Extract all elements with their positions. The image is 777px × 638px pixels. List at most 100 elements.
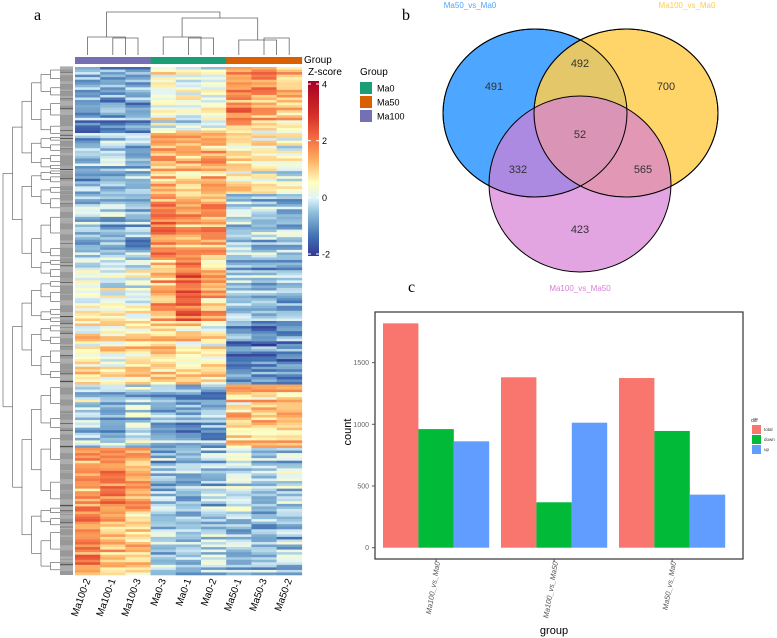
heatmap-cell	[175, 333, 202, 337]
heatmap-cell	[75, 298, 101, 301]
dendrogram-branch	[40, 283, 51, 298]
heatmap-cell	[150, 562, 177, 566]
heatmap-cell	[75, 145, 101, 149]
heatmap-cell	[150, 450, 177, 454]
heatmap-cell	[226, 407, 252, 411]
heatmap-cell	[175, 211, 202, 215]
heatmap-cell	[226, 125, 252, 129]
heatmap-cell	[125, 524, 151, 528]
heatmap-cell	[150, 72, 177, 75]
heatmap-cell	[201, 112, 227, 116]
heatmap-cell	[175, 196, 202, 200]
heatmap-cell	[175, 107, 202, 111]
heatmap-cell	[251, 323, 277, 327]
heatmap-cell	[125, 554, 151, 558]
heatmap-cell	[75, 539, 101, 543]
heatmap-cell	[175, 173, 202, 177]
heatmap-cell	[201, 392, 227, 395]
heatmap-cell	[175, 67, 202, 70]
heatmap-cell	[276, 526, 303, 530]
heatmap-cell	[276, 458, 303, 461]
heatmap-cell	[150, 171, 177, 174]
heatmap-cell	[100, 402, 126, 406]
heatmap-cell	[201, 153, 227, 157]
heatmap-cell	[251, 221, 277, 225]
heatmap-cell	[175, 234, 202, 238]
heatmap-cell	[75, 140, 101, 144]
heatmap-cell	[125, 232, 151, 235]
heatmap-cell	[251, 143, 277, 147]
heatmap-cell	[276, 402, 303, 406]
heatmap-cell	[125, 539, 151, 543]
heatmap-cell	[276, 473, 303, 477]
heatmap-cell	[226, 442, 252, 446]
heatmap-cell	[201, 166, 227, 169]
heatmap-cell	[276, 303, 303, 307]
heatmap-cell	[226, 402, 252, 406]
heatmap-cell	[276, 442, 303, 446]
heatmap-cell	[75, 224, 101, 228]
heatmap-cell	[75, 216, 101, 220]
heatmap-cell	[276, 191, 303, 195]
heatmap-cell	[201, 277, 227, 281]
heatmap-cell	[100, 549, 126, 553]
heatmap-cell	[100, 547, 126, 550]
dendrogram-branch	[50, 198, 60, 209]
heatmap-cell	[125, 470, 151, 474]
heatmap-cell	[100, 100, 126, 103]
heatmap-cell	[125, 430, 151, 434]
heatmap-cell	[276, 384, 303, 388]
heatmap-cell	[125, 293, 151, 296]
heatmap-cell	[276, 491, 303, 495]
heatmap-cell	[175, 486, 202, 489]
heatmap-cell	[100, 437, 126, 441]
heatmap-cell	[251, 239, 277, 243]
heatmap-cell	[201, 562, 227, 566]
heatmap-cell	[175, 143, 202, 147]
heatmap-cell	[201, 270, 227, 274]
heatmap-cell	[150, 158, 177, 162]
heatmap-cell	[276, 440, 303, 444]
heatmap-cell	[150, 526, 177, 530]
heatmap-cell	[226, 69, 252, 73]
heatmap-cell	[251, 422, 277, 426]
column-label: Ma50-2	[273, 577, 295, 613]
heatmap-cell	[201, 310, 227, 314]
heatmap-cell	[100, 399, 126, 403]
heatmap-cell	[276, 453, 303, 456]
heatmap-cell	[226, 333, 252, 337]
heatmap-cell	[150, 409, 177, 413]
heatmap-cell	[201, 399, 227, 403]
heatmap-cell	[75, 498, 101, 502]
heatmap-cell	[125, 453, 151, 456]
heatmap-cell	[201, 115, 227, 119]
heatmap-cell	[201, 412, 227, 416]
heatmap-cell	[125, 346, 151, 350]
heatmap-cell	[125, 196, 151, 200]
heatmap-cell	[75, 496, 101, 500]
heatmap-cell	[201, 94, 227, 98]
heatmap-cell	[226, 211, 252, 215]
heatmap-cell	[226, 158, 252, 162]
heatmap-cell	[75, 242, 101, 246]
heatmap-cell	[175, 387, 202, 390]
dendrogram-branch	[50, 325, 60, 332]
heatmap-cell	[276, 516, 303, 520]
heatmap-cell	[150, 84, 177, 88]
heatmap-cell	[201, 315, 227, 319]
heatmap-cell	[100, 361, 126, 365]
heatmap-cell	[125, 214, 151, 218]
heatmap-cell	[75, 506, 101, 510]
heatmap-cell	[276, 211, 303, 215]
heatmap-cell	[75, 138, 101, 141]
heatmap-cell	[150, 356, 177, 360]
heatmap-cell	[175, 465, 202, 469]
heatmap-cell	[226, 239, 252, 243]
heatmap-cell	[150, 392, 177, 395]
heatmap-cell	[150, 465, 177, 469]
heatmap-cell	[150, 455, 177, 459]
dendrogram-branch	[50, 418, 60, 428]
heatmap-cell	[276, 498, 303, 502]
heatmap-cell	[75, 450, 101, 454]
heatmap-cell	[226, 366, 252, 370]
